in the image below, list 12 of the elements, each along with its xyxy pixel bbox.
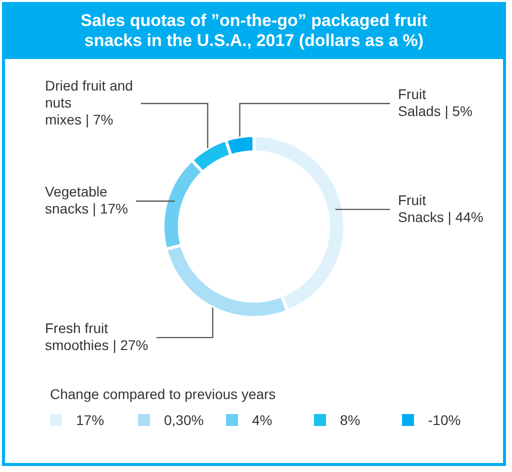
text: 17% xyxy=(76,412,104,428)
slice-label: Vegetable snacks | 17% xyxy=(45,183,128,216)
slice-label: Fresh fruit smoothies | 27% xyxy=(45,320,148,353)
text: 4% xyxy=(252,412,272,428)
text: 8% xyxy=(340,412,360,428)
chart-title: Sales quotas of ”on-the-go” packaged fruit snacks in the U.S.A., 2017 (dollars as a %) xyxy=(5,5,503,59)
text: -10% xyxy=(428,412,461,428)
legend-title: Change compared to previous years xyxy=(50,386,277,402)
slice-label: Dried fruit and nuts mixes | 7% xyxy=(45,77,133,128)
slice-label: Fruit Salads | 5% xyxy=(398,86,472,119)
text: 0,30% xyxy=(164,412,204,428)
slice-label: Fruit Snacks | 44% xyxy=(398,192,484,225)
